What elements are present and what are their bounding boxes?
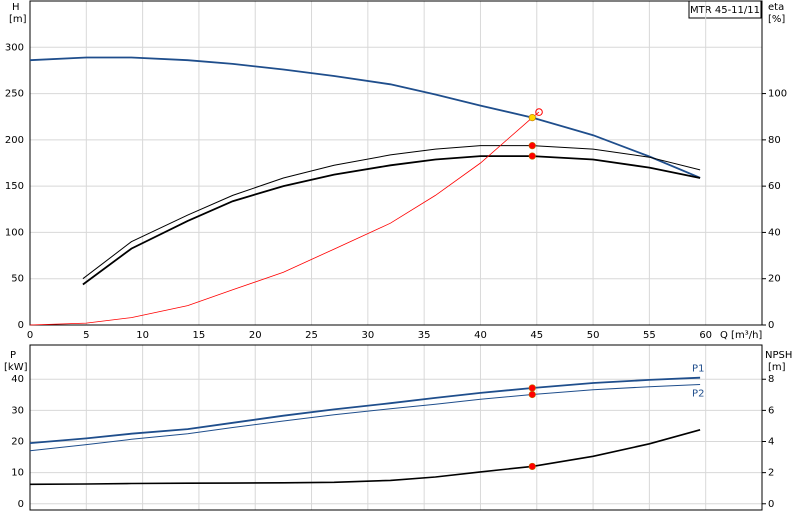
- chart-title: MTR 45-11/11: [690, 5, 760, 16]
- x-tick-label: 20: [249, 330, 262, 341]
- y-tick-label: 250: [5, 89, 24, 100]
- marker-dot: [528, 384, 536, 392]
- x-tick-label: 30: [361, 330, 374, 341]
- series-line: [82, 145, 701, 280]
- x-axis-label: Q [m³/h]: [720, 330, 762, 341]
- y2-tick-label: 6: [768, 405, 774, 416]
- series-label: P1: [692, 364, 704, 375]
- y2-tick-label: 0: [768, 499, 774, 510]
- y-tick-label: 40: [11, 374, 24, 385]
- y2-tick-label: 0: [768, 320, 774, 331]
- y-tick-label: 10: [11, 468, 24, 479]
- marker-ring: [535, 108, 543, 116]
- y-axis-label: H: [12, 2, 20, 13]
- x-tick-label: 45: [530, 330, 543, 341]
- y2-tick-label: 80: [768, 135, 781, 146]
- y-tick-label: 30: [11, 405, 24, 416]
- y2-axis-label: NPSH: [765, 350, 792, 361]
- y-tick-label: 50: [11, 274, 24, 285]
- series-line: [29, 384, 701, 452]
- y-axis-label: P: [10, 350, 16, 361]
- y2-tick-label: 4: [768, 437, 774, 448]
- y2-tick-label: 8: [768, 374, 774, 385]
- y2-tick-label: 40: [768, 227, 781, 238]
- x-tick-label: 60: [699, 330, 712, 341]
- y2-tick-label: 60: [768, 181, 781, 192]
- y-tick-label: 100: [5, 227, 24, 238]
- series-line: [29, 429, 701, 486]
- series-line: [29, 376, 701, 444]
- y2-axis-label: eta: [768, 2, 784, 13]
- x-tick-label: 5: [83, 330, 89, 341]
- plot-frame: [29, 0, 763, 326]
- y2-tick-label: 20: [768, 274, 781, 285]
- y-axis-unit: [m]: [9, 14, 27, 25]
- marker-dot: [528, 142, 536, 150]
- y-tick-label: 150: [5, 181, 24, 192]
- y2-tick-label: 2: [768, 468, 774, 479]
- x-tick-label: 10: [136, 330, 149, 341]
- x-tick-label: 0: [27, 330, 33, 341]
- y2-axis-unit: [m]: [768, 362, 786, 373]
- marker-dot: [528, 152, 536, 160]
- x-tick-label: 50: [587, 330, 600, 341]
- x-tick-label: 55: [643, 330, 656, 341]
- x-tick-label: 15: [193, 330, 206, 341]
- y2-tick-label: 100: [768, 89, 787, 100]
- marker-dot: [528, 390, 536, 399]
- y-tick-label: 0: [18, 499, 24, 510]
- x-tick-label: 25: [305, 330, 318, 341]
- y-tick-label: 300: [5, 42, 24, 53]
- y-tick-label: 0: [18, 320, 24, 331]
- y-axis-unit: [kW]: [4, 362, 28, 373]
- series-line: [29, 111, 540, 326]
- y2-axis-unit: [%]: [768, 14, 785, 25]
- series-line: [29, 56, 701, 179]
- marker-dot: [528, 462, 536, 471]
- series-label: P2: [692, 389, 704, 400]
- x-tick-label: 40: [474, 330, 487, 341]
- series-line: [82, 155, 701, 286]
- y-tick-label: 20: [11, 437, 24, 448]
- marker-dot: [528, 114, 536, 122]
- plot-frame: [29, 344, 763, 511]
- x-tick-label: 35: [418, 330, 431, 341]
- y-tick-label: 200: [5, 135, 24, 146]
